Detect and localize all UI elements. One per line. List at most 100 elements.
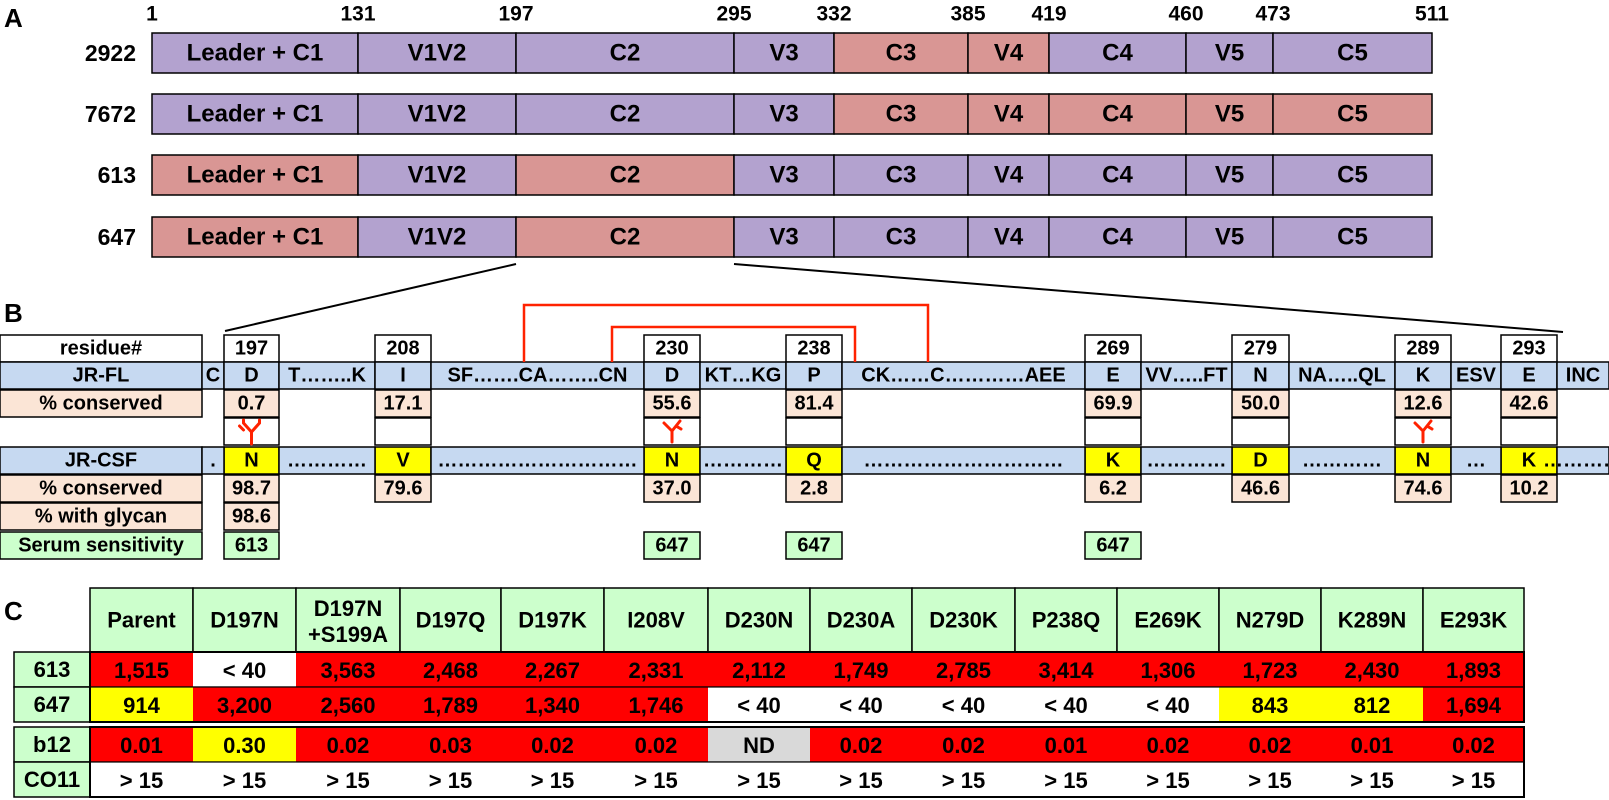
column-header-cell-13 xyxy=(1422,587,1525,653)
cell-613-10 xyxy=(1117,652,1219,687)
conserved2-value-230: 37.0 xyxy=(653,478,692,500)
residue-cell-238 xyxy=(785,334,843,363)
jrcsf-residue-cell-230 xyxy=(643,446,701,475)
cell-value-613-4: 2,267 xyxy=(525,658,580,683)
segment-613-0 xyxy=(151,154,359,196)
residue-number-238: 238 xyxy=(797,338,830,360)
conserved2-value-238: 2.8 xyxy=(800,478,828,500)
segment-label-7672-2: C2 xyxy=(610,101,641,128)
column-header-cell-5 xyxy=(603,587,709,653)
cell-b12-11 xyxy=(1219,727,1321,762)
strain-label-7672: 7672 xyxy=(85,101,136,127)
residue-number-289: 289 xyxy=(1406,338,1439,360)
jrcsf-residue-cell-289 xyxy=(1394,446,1452,475)
segment-label-7672-6: C4 xyxy=(1102,101,1133,128)
glycan-pct-value-197: 98.6 xyxy=(232,506,271,528)
residue-number-279: 279 xyxy=(1244,338,1277,360)
column-header-cell-2 xyxy=(295,587,401,653)
cell-value-CO11-4: > 15 xyxy=(531,768,574,793)
segment-2922-5 xyxy=(967,32,1050,74)
cell-value-CO11-2: > 15 xyxy=(326,768,369,793)
cell-value-613-8: 2,785 xyxy=(936,658,991,683)
jrcsf-label: JR-CSF xyxy=(65,450,137,472)
cell-value-CO11-11: > 15 xyxy=(1248,768,1291,793)
cell-value-b12-1: 0.30 xyxy=(223,733,266,758)
cell-value-CO11-8: > 15 xyxy=(942,768,985,793)
jrcsf-residue-279: D xyxy=(1253,450,1267,472)
segment-label-2922-2: C2 xyxy=(610,40,641,67)
cell-value-613-7: 1,749 xyxy=(833,658,888,683)
position-label-473: 473 xyxy=(1255,3,1290,26)
disulfide-link-outer xyxy=(522,303,930,362)
column-header-cell-10 xyxy=(1116,587,1220,653)
segment-7672-6 xyxy=(1048,93,1187,135)
segment-647-7 xyxy=(1185,216,1274,258)
conserved2-cell-238 xyxy=(785,474,843,503)
strain-label-613: 613 xyxy=(98,162,136,188)
serum-block-border xyxy=(89,651,1525,723)
cell-CO11-1 xyxy=(193,762,296,797)
column-header-0: Parent xyxy=(107,608,176,633)
conserved2-cell-197 xyxy=(223,474,280,503)
cell-b12-5 xyxy=(604,727,708,762)
column-header-cell-8 xyxy=(911,587,1016,653)
cell-value-613-9: 3,414 xyxy=(1038,658,1094,683)
cell-613-6 xyxy=(708,652,810,687)
residue-number-269: 269 xyxy=(1096,338,1129,360)
jrcsf-fill-text-1: ………… xyxy=(287,450,367,472)
serum-cell-269 xyxy=(1084,531,1142,560)
cell-b12-9 xyxy=(1015,727,1117,762)
residue-cell-269 xyxy=(1084,334,1142,363)
cell-647-2 xyxy=(296,687,400,722)
cell-value-613-2: 3,563 xyxy=(320,658,375,683)
row-label-647: 647 xyxy=(34,692,71,717)
cell-value-CO11-3: > 15 xyxy=(429,768,472,793)
serum-cell-197 xyxy=(223,531,280,560)
residue-cell-197 xyxy=(223,334,280,363)
conserved1-value-238: 81.4 xyxy=(795,393,835,415)
segment-label-613-4: C3 xyxy=(886,162,917,189)
cell-CO11-9 xyxy=(1015,762,1117,797)
cell-value-613-11: 1,723 xyxy=(1242,658,1297,683)
cell-647-0 xyxy=(90,687,193,722)
segment-label-647-3: V3 xyxy=(769,224,798,251)
segment-647-8 xyxy=(1272,216,1433,258)
cell-b12-8 xyxy=(912,727,1015,762)
column-header-cell-6 xyxy=(707,587,811,653)
segment-2922-2 xyxy=(515,32,735,74)
conserved1-cell-293 xyxy=(1500,389,1558,418)
panel-label-a: A xyxy=(4,3,23,33)
serum-cell-238 xyxy=(785,531,843,560)
column-header-5: I208V xyxy=(627,608,685,633)
cell-value-b12-0: 0.01 xyxy=(120,733,163,758)
jrcsf-fill-4 xyxy=(841,446,1086,475)
cell-value-b12-10: 0.02 xyxy=(1147,733,1190,758)
glycan-icon-cell-208 xyxy=(374,417,432,446)
jrfl-residue-cell-269 xyxy=(1084,361,1142,390)
residue-number-208: 208 xyxy=(386,338,419,360)
cell-value-613-1: < 40 xyxy=(223,658,266,683)
jrfl-fill-text-14: ESV xyxy=(1456,365,1497,387)
cell-b12-2 xyxy=(296,727,400,762)
jrcsf-residue-197: N xyxy=(244,450,258,472)
jrcsf-fill-7 xyxy=(1450,446,1502,475)
jrcsf-fill-text-4: ………………………… xyxy=(864,450,1064,472)
segment-7672-8 xyxy=(1272,93,1433,135)
cell-value-647-7: < 40 xyxy=(839,693,882,718)
cell-b12-12 xyxy=(1321,727,1423,762)
column-header-8: D230K xyxy=(929,608,998,633)
cell-value-613-13: 1,893 xyxy=(1446,658,1501,683)
cell-value-647-1: 3,200 xyxy=(217,693,272,718)
jrcsf-fill-text-0: . xyxy=(210,450,216,472)
jrcsf-residue-293: K xyxy=(1522,450,1537,472)
conserved1-cell-289 xyxy=(1394,389,1452,418)
conserved2-value-279: 46.6 xyxy=(1241,478,1280,500)
position-label-419: 419 xyxy=(1031,3,1066,26)
conserved1-cell-197 xyxy=(223,389,280,418)
cell-CO11-6 xyxy=(708,762,810,797)
jrcsf-fill-text-5: ………… xyxy=(1147,450,1227,472)
segment-647-1 xyxy=(357,216,517,258)
cell-value-b12-2: 0.02 xyxy=(327,733,370,758)
column-header-cell-12 xyxy=(1320,587,1424,653)
segment-label-647-6: C4 xyxy=(1102,224,1133,251)
